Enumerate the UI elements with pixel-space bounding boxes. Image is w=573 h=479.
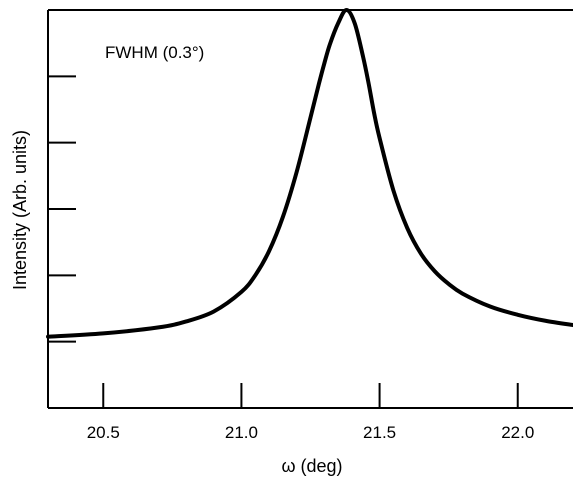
series-layer	[46, 8, 573, 339]
x-axis-label: ω (deg)	[281, 456, 342, 476]
annotation-fwhm: FWHM (0.3°)	[105, 43, 204, 62]
x-tick-label: 20.5	[87, 423, 120, 442]
x-tick-label: 21.0	[225, 423, 258, 442]
y-axis-ticks	[48, 75, 76, 343]
x-axis-ticks: 20.5 21.0 21.5 22.0	[87, 383, 534, 442]
x-tick-label: 21.5	[363, 423, 396, 442]
y-axis-label: Intensity (Arb. units)	[10, 130, 30, 290]
plot-frame	[47, 9, 573, 409]
series-line	[46, 8, 573, 339]
x-tick-label: 22.0	[501, 423, 534, 442]
